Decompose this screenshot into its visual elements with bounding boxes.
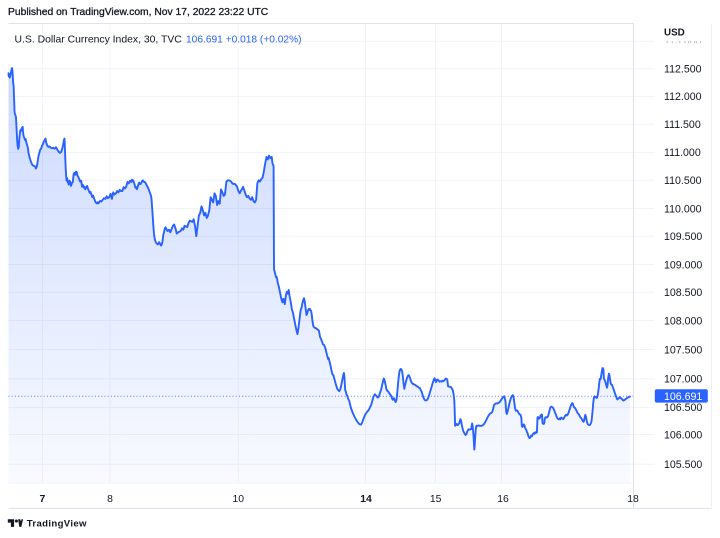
svg-text:Published on TradingView.com,: Published on TradingView.com, Nov 17, 20… xyxy=(8,7,269,18)
svg-text:107.000: 107.000 xyxy=(664,374,702,386)
svg-text:16: 16 xyxy=(497,494,509,505)
svg-text:111.500: 111.500 xyxy=(664,119,701,131)
svg-text:TradingView: TradingView xyxy=(27,518,87,529)
svg-text:18: 18 xyxy=(627,494,639,505)
svg-text:8: 8 xyxy=(107,494,113,505)
svg-text:110.000: 110.000 xyxy=(664,203,702,215)
svg-text:109.000: 109.000 xyxy=(664,259,702,271)
svg-text:109.500: 109.500 xyxy=(664,231,702,243)
svg-text:113.000: 113.000 xyxy=(664,36,702,48)
svg-text:106.000: 106.000 xyxy=(664,429,702,441)
svg-text:USD: USD xyxy=(664,28,685,39)
svg-text:14: 14 xyxy=(360,494,372,505)
svg-text:111.000: 111.000 xyxy=(664,147,701,159)
svg-text:106.500: 106.500 xyxy=(664,402,702,414)
svg-text:7: 7 xyxy=(40,494,46,505)
svg-text:105.500: 105.500 xyxy=(664,459,702,471)
svg-text:10: 10 xyxy=(233,494,245,505)
svg-text:112.500: 112.500 xyxy=(664,64,702,76)
svg-text:107.500: 107.500 xyxy=(664,344,702,356)
svg-text:106.691 +0.018 (+0.02%): 106.691 +0.018 (+0.02%) xyxy=(186,35,302,46)
svg-text:15: 15 xyxy=(430,494,442,505)
svg-text:108.000: 108.000 xyxy=(664,315,702,327)
svg-text:108.500: 108.500 xyxy=(664,287,702,299)
svg-text:110.500: 110.500 xyxy=(664,175,702,187)
svg-text:U.S. Dollar Currency Index, 30: U.S. Dollar Currency Index, 30, TVC xyxy=(15,35,183,46)
svg-text:112.000: 112.000 xyxy=(664,91,702,103)
svg-text:106.691: 106.691 xyxy=(664,391,702,403)
